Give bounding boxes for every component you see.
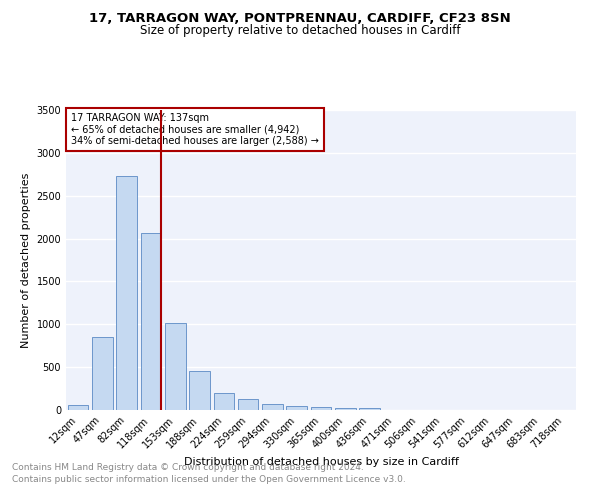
Bar bbox=[214, 393, 234, 410]
Bar bbox=[311, 408, 331, 410]
Bar bbox=[92, 337, 113, 410]
X-axis label: Distribution of detached houses by size in Cardiff: Distribution of detached houses by size … bbox=[184, 457, 458, 467]
Bar bbox=[335, 408, 356, 410]
Text: 17 TARRAGON WAY: 137sqm
← 65% of detached houses are smaller (4,942)
34% of semi: 17 TARRAGON WAY: 137sqm ← 65% of detache… bbox=[71, 113, 319, 146]
Bar bbox=[238, 399, 259, 410]
Text: Contains public sector information licensed under the Open Government Licence v3: Contains public sector information licen… bbox=[12, 475, 406, 484]
Bar bbox=[116, 176, 137, 410]
Bar bbox=[286, 406, 307, 410]
Bar bbox=[140, 232, 161, 410]
Y-axis label: Number of detached properties: Number of detached properties bbox=[21, 172, 31, 348]
Bar bbox=[165, 324, 185, 410]
Bar bbox=[262, 404, 283, 410]
Bar bbox=[359, 408, 380, 410]
Text: 17, TARRAGON WAY, PONTPRENNAU, CARDIFF, CF23 8SN: 17, TARRAGON WAY, PONTPRENNAU, CARDIFF, … bbox=[89, 12, 511, 26]
Bar bbox=[68, 405, 88, 410]
Bar bbox=[189, 372, 210, 410]
Text: Contains HM Land Registry data © Crown copyright and database right 2024.: Contains HM Land Registry data © Crown c… bbox=[12, 464, 364, 472]
Text: Size of property relative to detached houses in Cardiff: Size of property relative to detached ho… bbox=[140, 24, 460, 37]
